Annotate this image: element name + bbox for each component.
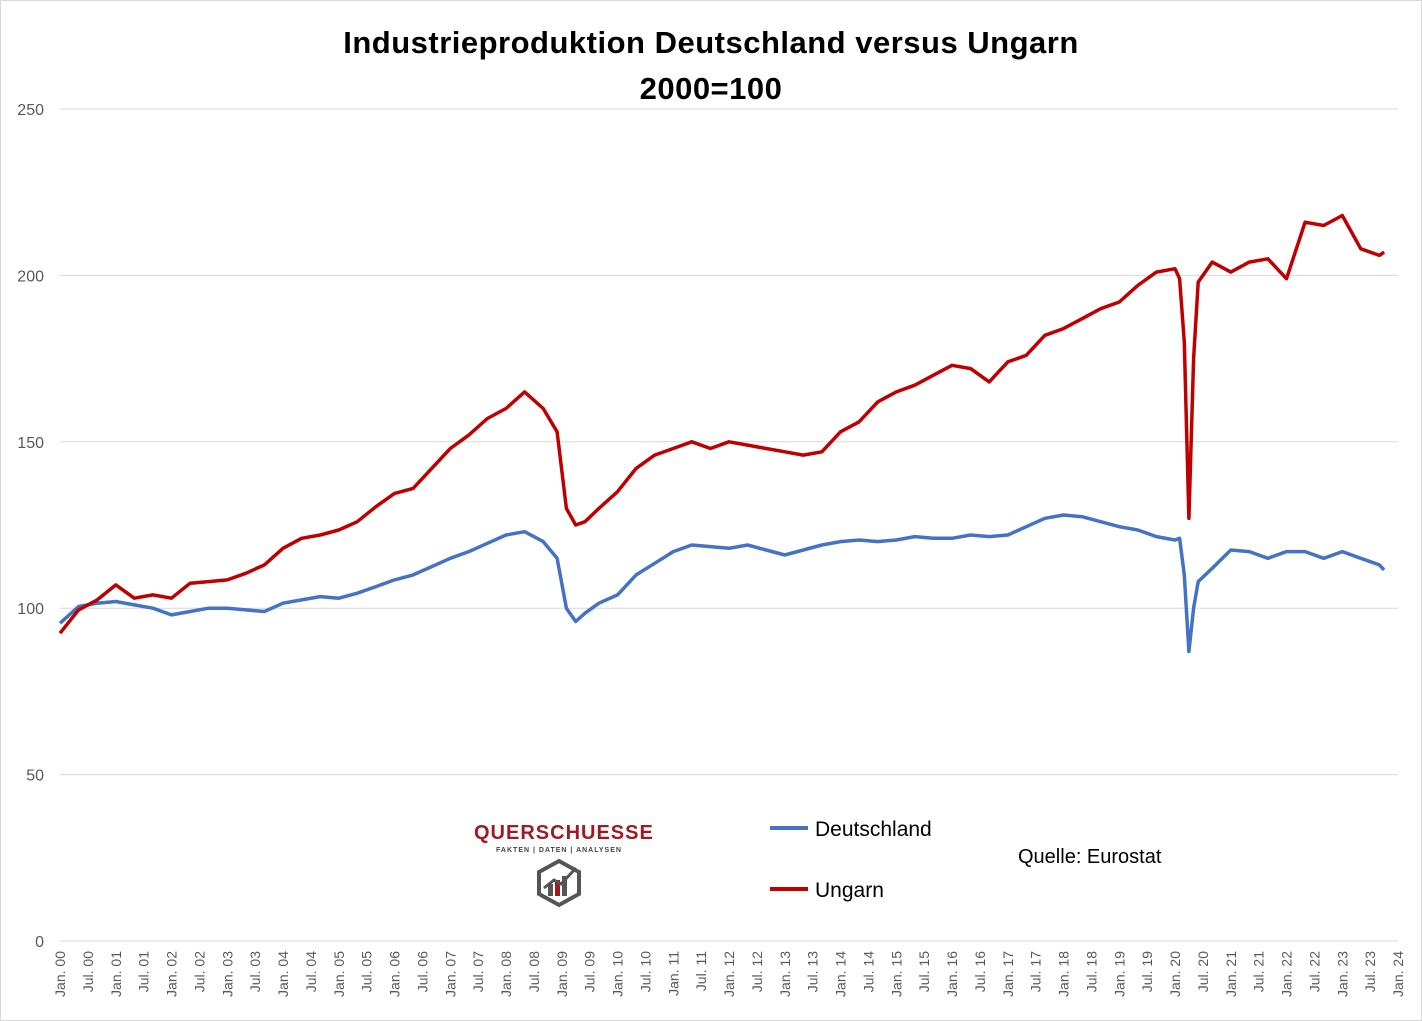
x-tick-label: Jul. 19 [1139,951,1155,992]
x-tick-label: Jul. 01 [136,951,152,992]
x-tick-label: Jul. 17 [1028,951,1044,992]
x-tick-label: Jan. 17 [1000,951,1016,997]
legend-deutschland-label: Deutschland [815,818,932,841]
x-tick-label: Jul. 13 [805,951,821,992]
x-tick-label: Jan. 09 [554,951,570,997]
x-tick-label: Jan. 15 [888,951,904,997]
series-line-deutschland [58,513,1386,654]
gridlines [60,108,1398,942]
x-tick-label: Jan. 18 [1056,951,1072,997]
x-tick-label: Jul. 00 [80,951,96,992]
x-tick-label: Jul. 10 [637,951,653,992]
y-tick-label: 50 [26,768,44,785]
x-tick-label: Jul. 23 [1362,951,1378,992]
x-tick-label: Jul. 21 [1251,951,1267,992]
x-tick-label: Jan. 20 [1167,951,1183,997]
x-tick-label: Jul. 18 [1083,951,1099,992]
x-tick-label: Jan. 22 [1279,951,1295,997]
x-tick-label: Jan. 08 [498,951,514,997]
x-tick-label: Jan. 05 [331,951,347,997]
x-tick-label: Jan. 01 [108,951,124,997]
y-tick-label: 150 [17,435,44,452]
x-tick-label: Jul. 14 [860,951,876,992]
x-tick-label: Jan. 03 [219,951,235,997]
x-tick-label: Jul. 20 [1195,951,1211,992]
legend: Deutschland Ungarn [770,818,932,902]
x-tick-label: Jan. 14 [833,951,849,997]
x-tick-label: Jan. 24 [1390,951,1406,997]
legend-ungarn-label: Ungarn [815,879,884,902]
x-tick-label: Jan. 04 [275,951,291,997]
brand-chart-icon [537,858,581,908]
x-tick-label: Jan. 12 [721,951,737,997]
y-tick-label: 200 [17,268,44,285]
x-tick-label: Jan. 02 [164,951,180,997]
chart-title: Industrieproduktion Deutschland versus U… [343,25,1079,60]
y-tick-label: 0 [35,934,44,951]
source-note: Quelle: Eurostat [1018,846,1162,868]
brand-logo: QUERSCHUESSE FAKTEN | DATEN | ANALYSEN [474,822,654,909]
x-tick-label: Jan. 10 [610,951,626,997]
x-tick-label: Jul. 11 [693,951,709,991]
x-tick-label: Jul. 09 [582,951,598,992]
x-tick-label: Jul. 12 [749,951,765,992]
x-tick-label: Jul. 06 [414,951,430,992]
x-tick-label: Jul. 15 [916,951,932,992]
brand-tagline: FAKTEN | DATEN | ANALYSEN [496,847,622,854]
x-tick-label: Jul. 04 [303,951,319,992]
x-tick-label: Jan. 07 [442,951,458,997]
x-tick-label: Jul. 05 [359,951,375,992]
x-tick-label: Jul. 16 [972,951,988,992]
y-axis-labels: 0 50 100 150 200 250 [17,102,44,951]
series-line-ungarn [58,213,1386,635]
x-tick-label: Jul. 07 [470,951,486,992]
x-tick-label: Jan. 13 [777,951,793,997]
x-tick-label: Jul. 02 [191,951,207,992]
x-tick-label: Jul. 03 [247,951,263,992]
chart-subtitle: 2000=100 [639,71,783,106]
x-tick-label: Jan. 21 [1223,951,1239,997]
series-lines [58,213,1386,654]
x-tick-label: Jan. 06 [387,951,403,997]
x-tick-label: Jul. 08 [526,951,542,992]
x-tick-label: Jul. 22 [1306,951,1322,992]
y-tick-label: 100 [17,601,44,618]
x-tick-label: Jan. 16 [944,951,960,997]
x-tick-label: Jan. 19 [1111,951,1127,997]
x-tick-label: Jan. 00 [52,951,68,997]
brand-name: QUERSCHUESSE [474,822,654,844]
x-tick-label: Jan. 23 [1334,951,1350,997]
y-tick-label: 250 [17,102,44,119]
x-axis-labels: Jan. 00 Jul. 00 Jan. 01 Jul. 01 Jan. 02 Jul. … [52,951,1406,997]
x-tick-label: Jan. 11 [665,951,681,996]
